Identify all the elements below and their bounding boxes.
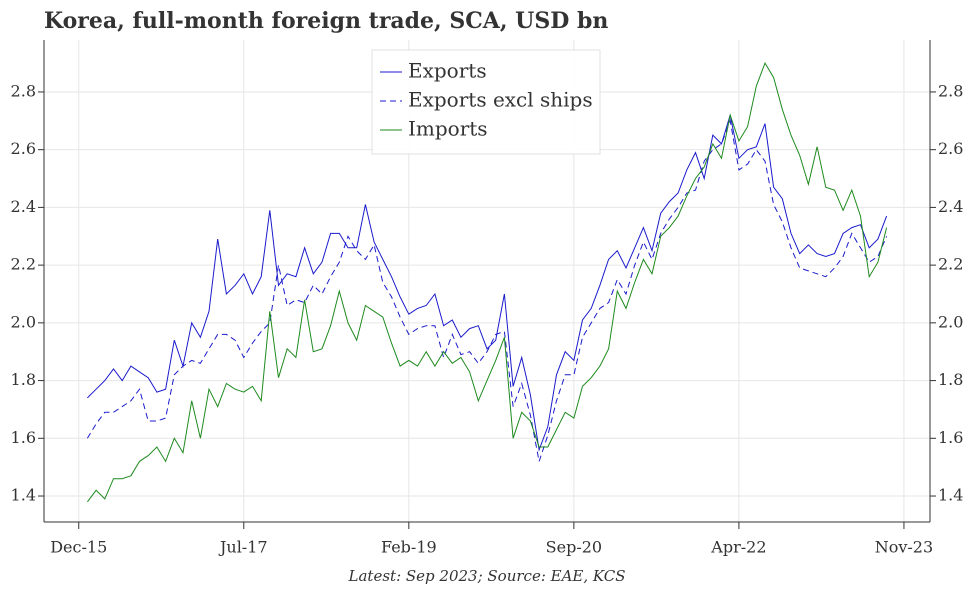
y2-tick-label: 1.4 [938,486,963,505]
y2-tick-label: 2.2 [938,255,963,274]
y2-tick-label: 1.6 [938,428,963,447]
y2-tick-label: 1.8 [938,370,963,389]
legend-label: Exports [408,59,487,83]
y-tick-label: 2.0 [11,312,36,331]
y2-tick-label: 2.4 [938,197,963,216]
y-tick-label: 2.2 [11,255,36,274]
x-tick-label: Jul-17 [218,538,268,557]
series-line [87,114,888,452]
legend-label: Imports [408,117,488,141]
footnote: Latest: Sep 2023; Source: EAE, KCS [348,567,626,585]
y2-tick-label: 2.6 [938,139,963,158]
y-tick-label: 2.4 [11,197,36,216]
x-tick-label: Feb-19 [381,538,437,557]
x-tick-label: Apr-22 [710,538,766,557]
legend-label: Exports excl ships [408,88,593,112]
y-tick-label: 1.4 [11,486,36,505]
x-tick-label: Sep-20 [546,538,602,557]
y2-tick-label: 2.0 [938,312,963,331]
y-tick-label: 1.8 [11,370,36,389]
y-tick-label: 2.8 [11,81,36,100]
y-tick-label: 1.6 [11,428,36,447]
series-line [86,118,888,464]
legend-box [371,49,601,155]
y-tick-label: 2.6 [11,139,36,158]
y2-tick-label: 2.8 [938,81,963,100]
x-tick-label: Dec-15 [50,538,107,557]
series-line [87,61,888,503]
chart-title: Korea, full-month foreign trade, SCA, US… [44,8,608,34]
x-tick-label: Nov-23 [875,538,933,557]
